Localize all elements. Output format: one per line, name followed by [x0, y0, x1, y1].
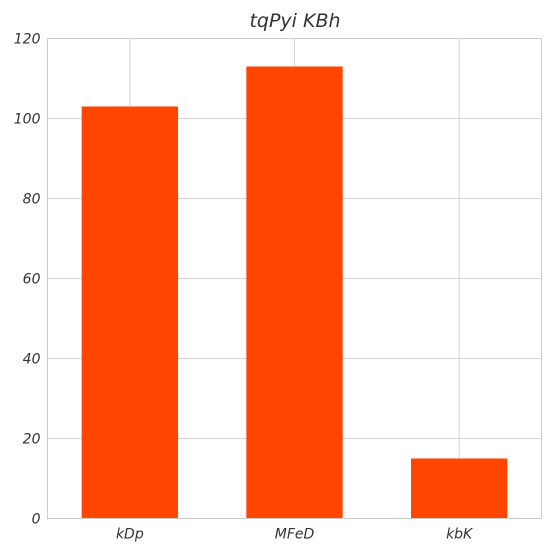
x-axis-ticks: kDp MFeD kbK — [116, 527, 474, 543]
bar-MFeD — [246, 66, 343, 519]
y-axis-ticks: 0 20 40 60 80 100 120 — [14, 32, 41, 528]
y-tick-label: 120 — [14, 32, 41, 48]
x-tick-label: MFeD — [275, 527, 315, 543]
bar-kDp — [81, 106, 178, 519]
x-tick-label: kbK — [446, 527, 474, 543]
y-tick-label: 0 — [32, 512, 41, 528]
y-tick-label: 60 — [23, 272, 41, 288]
y-tick-label: 40 — [23, 352, 41, 368]
y-tick-label: 80 — [23, 192, 41, 208]
y-tick-label: 100 — [14, 112, 41, 128]
bars — [81, 66, 508, 519]
y-tick-label: 20 — [23, 432, 41, 448]
plot-frame — [47, 38, 542, 519]
x-tick-label: kDp — [116, 527, 144, 543]
bar-kbK — [411, 458, 508, 519]
chart-title: tqPyi KBh — [249, 10, 340, 32]
